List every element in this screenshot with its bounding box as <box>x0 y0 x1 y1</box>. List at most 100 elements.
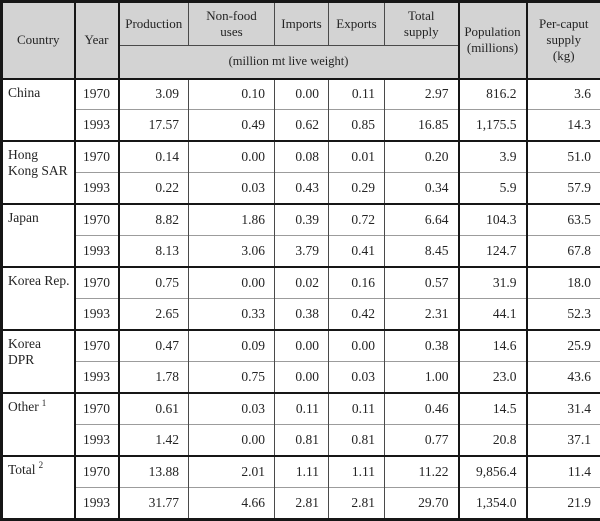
cell-exports: 0.16 <box>328 266 385 299</box>
cell-country: China <box>1 77 75 142</box>
country-label: Korea DPR <box>8 336 41 368</box>
cell-imports: 0.81 <box>274 423 329 456</box>
cell-imports: 2.81 <box>274 486 329 520</box>
cell-country: Total 2 <box>1 454 75 520</box>
table-body: China 1970 3.09 0.10 0.00 0.11 2.97 816.… <box>1 77 600 520</box>
cell-production: 0.75 <box>117 266 189 299</box>
table-row-hongkong-1970: Hong Kong SAR 1970 0.14 0.00 0.08 0.01 0… <box>1 140 600 205</box>
cell-imports: 0.08 <box>274 140 329 173</box>
table-row-korea-rep-1993: 1993 2.65 0.33 0.38 0.42 2.31 44.1 52.3 <box>2 298 600 331</box>
cell-exports: 0.72 <box>328 203 385 236</box>
cell-production: 31.77 <box>117 486 189 520</box>
cell-production: 0.22 <box>117 172 189 205</box>
cell-total-supply: 6.64 <box>384 203 459 236</box>
cell-production: 8.82 <box>117 203 189 236</box>
table-row-hongkong-1993: 1993 0.22 0.03 0.43 0.29 0.34 5.9 57.9 <box>2 172 600 205</box>
country-label: China <box>8 84 41 100</box>
table-row-japan-1970: Japan 1970 8.82 1.86 0.39 0.72 6.64 104.… <box>1 203 600 268</box>
cell-production: 2.65 <box>117 298 189 331</box>
table-row-china-1993: 1993 17.57 0.49 0.62 0.85 16.85 1,175.5 … <box>2 109 600 142</box>
cell-non-food-uses: 0.49 <box>188 109 275 142</box>
cell-population: 1,175.5 <box>457 109 527 142</box>
cell-per-caput-supply: 63.5 <box>525 203 600 236</box>
country-label: Japan <box>8 210 39 226</box>
cell-imports: 0.02 <box>274 266 329 299</box>
cell-population: 14.6 <box>457 329 527 362</box>
cell-per-caput-supply: 43.6 <box>525 361 600 394</box>
cell-non-food-uses: 0.00 <box>188 140 275 173</box>
cell-year: 1970 <box>73 77 119 110</box>
cell-non-food-uses: 2.01 <box>188 454 275 488</box>
cell-total-supply: 11.22 <box>384 454 459 488</box>
cell-total-supply: 0.20 <box>384 140 459 173</box>
header-total-supply: Total supply <box>384 1 459 46</box>
cell-production: 17.57 <box>117 109 189 142</box>
cell-exports: 0.42 <box>328 298 385 331</box>
cell-production: 8.13 <box>117 235 189 268</box>
table-row-japan-1993: 1993 8.13 3.06 3.79 0.41 8.45 124.7 67.8 <box>2 235 600 268</box>
cell-year: 1993 <box>73 423 119 456</box>
cell-country: Japan <box>1 203 75 268</box>
cell-country: Korea Rep. <box>1 266 75 331</box>
header-per-caput-supply: Per-caput supply (kg) <box>525 1 600 79</box>
cell-per-caput-supply: 37.1 <box>525 423 600 456</box>
cell-exports: 0.85 <box>328 109 385 142</box>
country-label: Korea Rep. <box>8 273 70 289</box>
cell-production: 0.47 <box>117 329 189 362</box>
cell-year: 1993 <box>73 486 119 520</box>
header-production: Production <box>117 1 189 46</box>
cell-year: 1970 <box>73 454 119 488</box>
cell-per-caput-supply: 18.0 <box>525 266 600 299</box>
cell-imports: 0.11 <box>274 392 329 425</box>
cell-exports: 0.81 <box>328 423 385 456</box>
cell-non-food-uses: 1.86 <box>188 203 275 236</box>
unit-note: (million mt live weight) <box>117 45 459 79</box>
cell-imports: 0.39 <box>274 203 329 236</box>
cell-per-caput-supply: 67.8 <box>525 235 600 268</box>
cell-year: 1970 <box>73 203 119 236</box>
cell-non-food-uses: 0.03 <box>188 172 275 205</box>
cell-year: 1993 <box>73 109 119 142</box>
cell-country: Korea DPR <box>1 329 75 394</box>
cell-imports: 1.11 <box>274 454 329 488</box>
cell-non-food-uses: 4.66 <box>188 486 275 520</box>
cell-exports: 0.03 <box>328 361 385 394</box>
cell-per-caput-supply: 3.6 <box>525 77 600 110</box>
cell-non-food-uses: 0.00 <box>188 266 275 299</box>
cell-exports: 0.11 <box>328 77 385 110</box>
cell-per-caput-supply: 51.0 <box>525 140 600 173</box>
unit-note-row: (million mt live weight) <box>2 45 600 79</box>
cell-year: 1993 <box>73 361 119 394</box>
cell-population: 1,354.0 <box>457 486 527 520</box>
cell-imports: 0.00 <box>274 329 329 362</box>
cell-production: 0.14 <box>117 140 189 173</box>
cell-year: 1993 <box>73 172 119 205</box>
header-country: Country <box>1 1 75 79</box>
cell-population: 20.8 <box>457 423 527 456</box>
cell-per-caput-supply: 31.4 <box>525 392 600 425</box>
cell-non-food-uses: 0.10 <box>188 77 275 110</box>
cell-production: 3.09 <box>117 77 189 110</box>
table-row-other-1993: 1993 1.42 0.00 0.81 0.81 0.77 20.8 37.1 <box>2 423 600 456</box>
cell-production: 0.61 <box>117 392 189 425</box>
cell-production: 1.42 <box>117 423 189 456</box>
cell-year: 1993 <box>73 298 119 331</box>
cell-exports: 2.81 <box>328 486 385 520</box>
footnote-marker: 2 <box>38 460 44 471</box>
cell-population: 23.0 <box>457 361 527 394</box>
cell-population: 14.5 <box>457 392 527 425</box>
cell-non-food-uses: 0.33 <box>188 298 275 331</box>
cell-non-food-uses: 0.00 <box>188 423 275 456</box>
cell-population: 104.3 <box>457 203 527 236</box>
cell-year: 1970 <box>73 392 119 425</box>
table-header: Country Year Production Non-food uses Im… <box>1 1 600 79</box>
header-exports: Exports <box>328 1 385 46</box>
cell-population: 9,856.4 <box>457 454 527 488</box>
cell-imports: 0.62 <box>274 109 329 142</box>
cell-population: 3.9 <box>457 140 527 173</box>
cell-exports: 0.41 <box>328 235 385 268</box>
cell-population: 5.9 <box>457 172 527 205</box>
cell-exports: 0.01 <box>328 140 385 173</box>
country-label: Total <box>8 461 36 477</box>
cell-per-caput-supply: 25.9 <box>525 329 600 362</box>
